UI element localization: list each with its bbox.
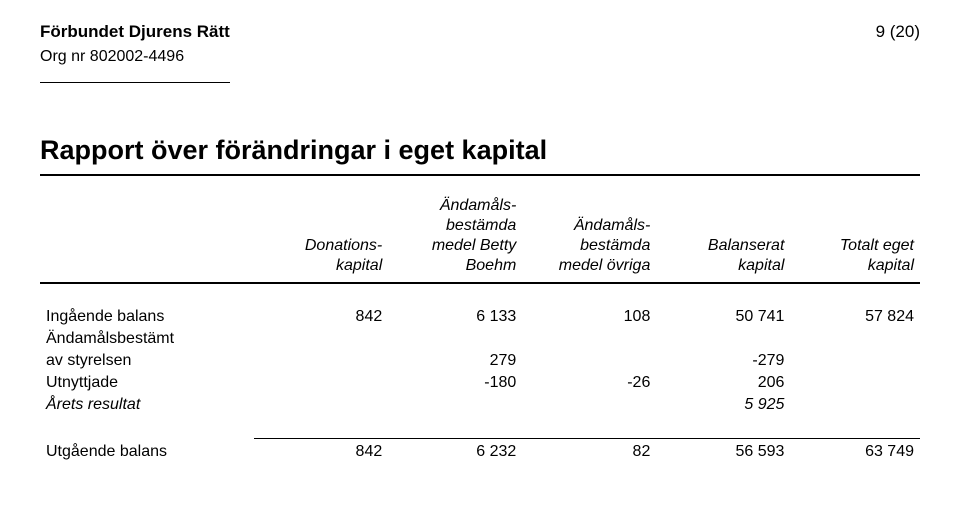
org-nr: Org nr 802002-4496 bbox=[40, 48, 230, 66]
row-label: Årets resultat bbox=[40, 394, 254, 416]
footer-cell: 6 232 bbox=[388, 439, 522, 464]
header-andamals-ovriga: Ändamåls-bestämdamedel övriga bbox=[522, 194, 656, 283]
org-underline bbox=[40, 82, 230, 83]
footer-cell: 63 749 bbox=[790, 439, 920, 464]
table-row: av styrelsen 279 -279 bbox=[40, 350, 920, 372]
cell: 5 925 bbox=[656, 394, 790, 416]
table-footer-row: Utgående balans 842 6 232 82 56 593 63 7… bbox=[40, 439, 920, 464]
equity-changes-table: Donations-kapital Ändamåls-bestämdamedel… bbox=[40, 194, 920, 463]
cell: 50 741 bbox=[656, 306, 790, 328]
cell: 108 bbox=[522, 306, 656, 328]
table-row: Ändamålsbestämt bbox=[40, 328, 920, 350]
cell: -26 bbox=[522, 372, 656, 394]
header-balanserat: Balanseratkapital bbox=[656, 194, 790, 283]
org-name: Förbundet Djurens Rätt bbox=[40, 22, 230, 42]
cell: 842 bbox=[254, 306, 388, 328]
row-label: Ingående balans bbox=[40, 306, 254, 328]
footer-cell: 56 593 bbox=[656, 439, 790, 464]
header-row: Förbundet Djurens Rätt Org nr 802002-449… bbox=[40, 22, 920, 83]
org-block: Förbundet Djurens Rätt Org nr 802002-449… bbox=[40, 22, 230, 83]
header-blank bbox=[40, 194, 254, 283]
row-label: av styrelsen bbox=[40, 350, 254, 372]
cell: 206 bbox=[656, 372, 790, 394]
report-title: Rapport över förändringar i eget kapital bbox=[40, 135, 920, 176]
header-andamals-betty: Ändamåls-bestämdamedel BettyBoehm bbox=[388, 194, 522, 283]
cell bbox=[790, 372, 920, 394]
cell bbox=[790, 394, 920, 416]
row-label: Ändamålsbestämt bbox=[40, 328, 254, 350]
cell: 57 824 bbox=[790, 306, 920, 328]
table-row: Årets resultat 5 925 bbox=[40, 394, 920, 416]
row-label: Utnyttjade bbox=[40, 372, 254, 394]
page-root: Förbundet Djurens Rätt Org nr 802002-449… bbox=[0, 0, 960, 505]
cell: 6 133 bbox=[388, 306, 522, 328]
cell bbox=[790, 328, 920, 350]
cell bbox=[254, 350, 388, 372]
header-totalt: Totalt egetkapital bbox=[790, 194, 920, 283]
cell bbox=[522, 328, 656, 350]
cell: -180 bbox=[388, 372, 522, 394]
table-row: Ingående balans 842 6 133 108 50 741 57 … bbox=[40, 306, 920, 328]
cell bbox=[790, 350, 920, 372]
cell bbox=[388, 394, 522, 416]
footer-label: Utgående balans bbox=[40, 439, 254, 464]
table-row: Utnyttjade -180 -26 206 bbox=[40, 372, 920, 394]
cell bbox=[254, 394, 388, 416]
spacer-row bbox=[40, 283, 920, 306]
cell bbox=[254, 328, 388, 350]
footer-cell: 842 bbox=[254, 439, 388, 464]
header-donationskapital: Donations-kapital bbox=[254, 194, 388, 283]
cell bbox=[254, 372, 388, 394]
cell: 279 bbox=[388, 350, 522, 372]
page-number: 9 (20) bbox=[876, 22, 920, 42]
cell bbox=[656, 328, 790, 350]
table-body: Ingående balans 842 6 133 108 50 741 57 … bbox=[40, 283, 920, 463]
cell bbox=[522, 394, 656, 416]
table-header-row: Donations-kapital Ändamåls-bestämdamedel… bbox=[40, 194, 920, 283]
cell: -279 bbox=[656, 350, 790, 372]
cell bbox=[388, 328, 522, 350]
footer-cell: 82 bbox=[522, 439, 656, 464]
spacer-row bbox=[40, 416, 920, 439]
cell bbox=[522, 350, 656, 372]
